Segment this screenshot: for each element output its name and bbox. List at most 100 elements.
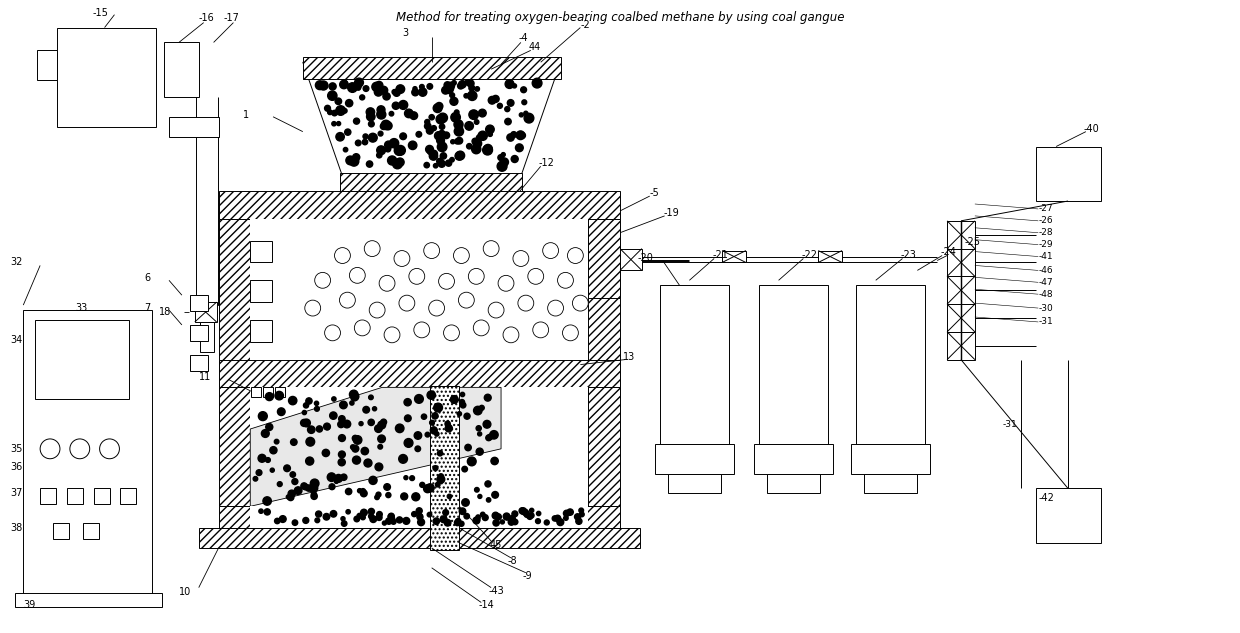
Circle shape — [415, 446, 420, 451]
Circle shape — [436, 475, 445, 483]
Circle shape — [435, 482, 440, 487]
Circle shape — [410, 112, 418, 120]
Circle shape — [503, 327, 518, 342]
Bar — [303, 58, 560, 79]
Circle shape — [567, 509, 573, 515]
Circle shape — [403, 517, 409, 524]
Circle shape — [482, 145, 492, 155]
Circle shape — [279, 516, 286, 522]
Circle shape — [459, 292, 474, 308]
Text: -22: -22 — [801, 249, 817, 260]
Circle shape — [425, 146, 434, 153]
Circle shape — [529, 513, 534, 518]
Circle shape — [443, 510, 449, 515]
Circle shape — [533, 322, 548, 338]
Text: -14: -14 — [479, 601, 494, 610]
Circle shape — [335, 248, 351, 263]
Circle shape — [346, 488, 352, 494]
Circle shape — [335, 98, 341, 104]
Text: -5: -5 — [650, 188, 660, 198]
Bar — [164, 42, 198, 97]
Circle shape — [404, 109, 413, 118]
Bar — [250, 219, 588, 360]
Text: -31: -31 — [1003, 420, 1017, 429]
Circle shape — [389, 516, 394, 522]
Circle shape — [486, 435, 491, 441]
Circle shape — [386, 146, 391, 152]
Circle shape — [463, 467, 467, 472]
Circle shape — [397, 517, 403, 523]
Circle shape — [445, 425, 453, 432]
Circle shape — [350, 156, 358, 166]
Circle shape — [351, 445, 355, 449]
Circle shape — [424, 123, 432, 129]
Circle shape — [408, 141, 417, 149]
Circle shape — [537, 511, 541, 516]
Circle shape — [563, 325, 578, 341]
Circle shape — [330, 511, 337, 517]
Text: -28: -28 — [1038, 229, 1053, 237]
Circle shape — [366, 161, 373, 167]
Circle shape — [422, 414, 427, 419]
Circle shape — [420, 482, 425, 487]
Circle shape — [450, 97, 458, 105]
Circle shape — [497, 161, 507, 172]
Bar — [660, 285, 729, 444]
Circle shape — [500, 520, 505, 524]
Circle shape — [435, 432, 439, 436]
Bar — [263, 387, 273, 398]
Circle shape — [475, 120, 479, 124]
Circle shape — [363, 134, 368, 139]
Bar — [947, 249, 975, 277]
Circle shape — [392, 102, 399, 110]
Circle shape — [469, 85, 475, 91]
Text: -12: -12 — [538, 158, 554, 168]
Circle shape — [498, 154, 503, 161]
Circle shape — [346, 510, 350, 514]
Circle shape — [370, 135, 376, 141]
Bar — [15, 592, 162, 608]
Circle shape — [314, 481, 319, 486]
Circle shape — [274, 439, 279, 444]
Circle shape — [486, 498, 491, 502]
Text: -30: -30 — [1038, 304, 1053, 313]
Circle shape — [368, 121, 374, 127]
Circle shape — [507, 99, 513, 106]
Circle shape — [315, 272, 331, 288]
Circle shape — [384, 141, 392, 149]
Text: Method for treating oxygen-bearing coalbed methane by using coal gangue: Method for treating oxygen-bearing coalb… — [396, 11, 844, 24]
Text: 3: 3 — [402, 27, 408, 37]
Bar — [53, 523, 69, 539]
Circle shape — [374, 463, 383, 471]
Text: -24: -24 — [940, 247, 956, 256]
Circle shape — [399, 101, 408, 110]
Circle shape — [368, 419, 374, 425]
Bar — [1037, 489, 1101, 543]
Circle shape — [304, 403, 309, 408]
Circle shape — [467, 91, 477, 101]
Circle shape — [454, 248, 469, 263]
Text: 39: 39 — [24, 601, 36, 610]
Circle shape — [516, 144, 523, 152]
Circle shape — [432, 413, 438, 419]
Circle shape — [347, 83, 357, 92]
Circle shape — [372, 82, 381, 91]
Circle shape — [513, 251, 528, 266]
Circle shape — [343, 420, 351, 428]
Circle shape — [363, 85, 368, 91]
Bar — [947, 304, 975, 332]
Circle shape — [505, 80, 513, 89]
Circle shape — [265, 392, 273, 401]
Circle shape — [433, 518, 439, 524]
Circle shape — [360, 95, 365, 100]
Circle shape — [274, 518, 280, 523]
Bar — [169, 116, 218, 137]
Circle shape — [394, 146, 404, 155]
Circle shape — [368, 134, 377, 142]
Circle shape — [444, 325, 460, 341]
Circle shape — [438, 142, 446, 152]
Polygon shape — [303, 62, 560, 176]
Circle shape — [456, 151, 465, 160]
Bar — [218, 191, 620, 219]
Circle shape — [367, 113, 374, 121]
